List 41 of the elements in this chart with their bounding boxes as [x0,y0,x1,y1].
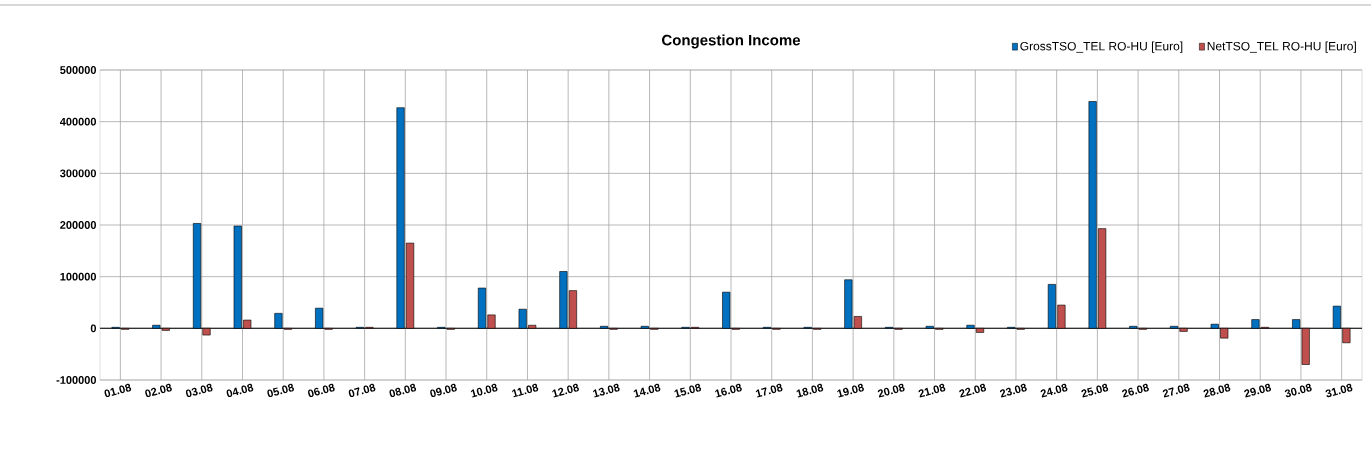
x-tick-label: 16.08 [715,383,742,398]
y-tick-label: -100000 [56,376,96,384]
x-tick-label: 02.08 [145,383,172,398]
x-tick-label: 10.08 [470,383,498,398]
x-tick-label: 15.08 [674,383,702,398]
x-tick-label: 01.08 [104,383,132,398]
x-tick-label: 19.08 [837,383,864,398]
x-tick-label: 18.08 [796,383,824,398]
x-tick-label: 28.08 [1203,383,1231,398]
x-tick-label: 24.08 [1040,383,1068,398]
y-tick-label: 100000 [60,272,97,281]
x-tick-label: 04.08 [226,383,254,398]
x-tick-label: 09.08 [430,383,457,398]
x-tick-label: 27.08 [1162,383,1190,398]
x-tick-label: 11.08 [512,383,539,398]
x-tick-label: 30.08 [1284,383,1312,398]
x-tick-label: 05.08 [267,383,294,398]
y-tick-label: 400000 [59,117,97,126]
x-tick-label: 03.08 [185,383,213,398]
y-tick-label: 200000 [60,221,97,229]
x-tick-label: 17.08 [755,383,783,398]
y-tick-label: 0 [90,324,97,333]
y-tick-label: 500000 [60,66,97,74]
x-tick-label: 31.08 [1325,383,1353,398]
x-tick-label: 21.08 [918,383,946,398]
chart-title: Congestion Income [662,34,801,49]
y-tick-label: 300000 [60,169,97,178]
x-tick-label: 22.08 [959,383,987,398]
x-tick-label: 23.08 [999,383,1027,398]
x-tick-label: 07.08 [348,383,376,398]
x-tick-label: 14.08 [633,383,661,398]
x-tick-label: 12.08 [552,383,579,398]
legend-label: NetTSO_TEL RO-HU [Euro] [1207,41,1356,53]
x-tick-label: 06.08 [308,383,335,398]
x-tick-label: 13.08 [592,383,620,398]
x-tick-label: 29.08 [1244,383,1272,398]
x-tick-label: 08.08 [389,383,417,398]
x-tick-label: 25.08 [1081,383,1109,398]
x-tick-label: 20.08 [877,383,905,398]
x-tick-label: 26.08 [1122,383,1149,398]
legend-label: GrossTSO_TEL RO-HU [Euro] [1020,41,1183,53]
